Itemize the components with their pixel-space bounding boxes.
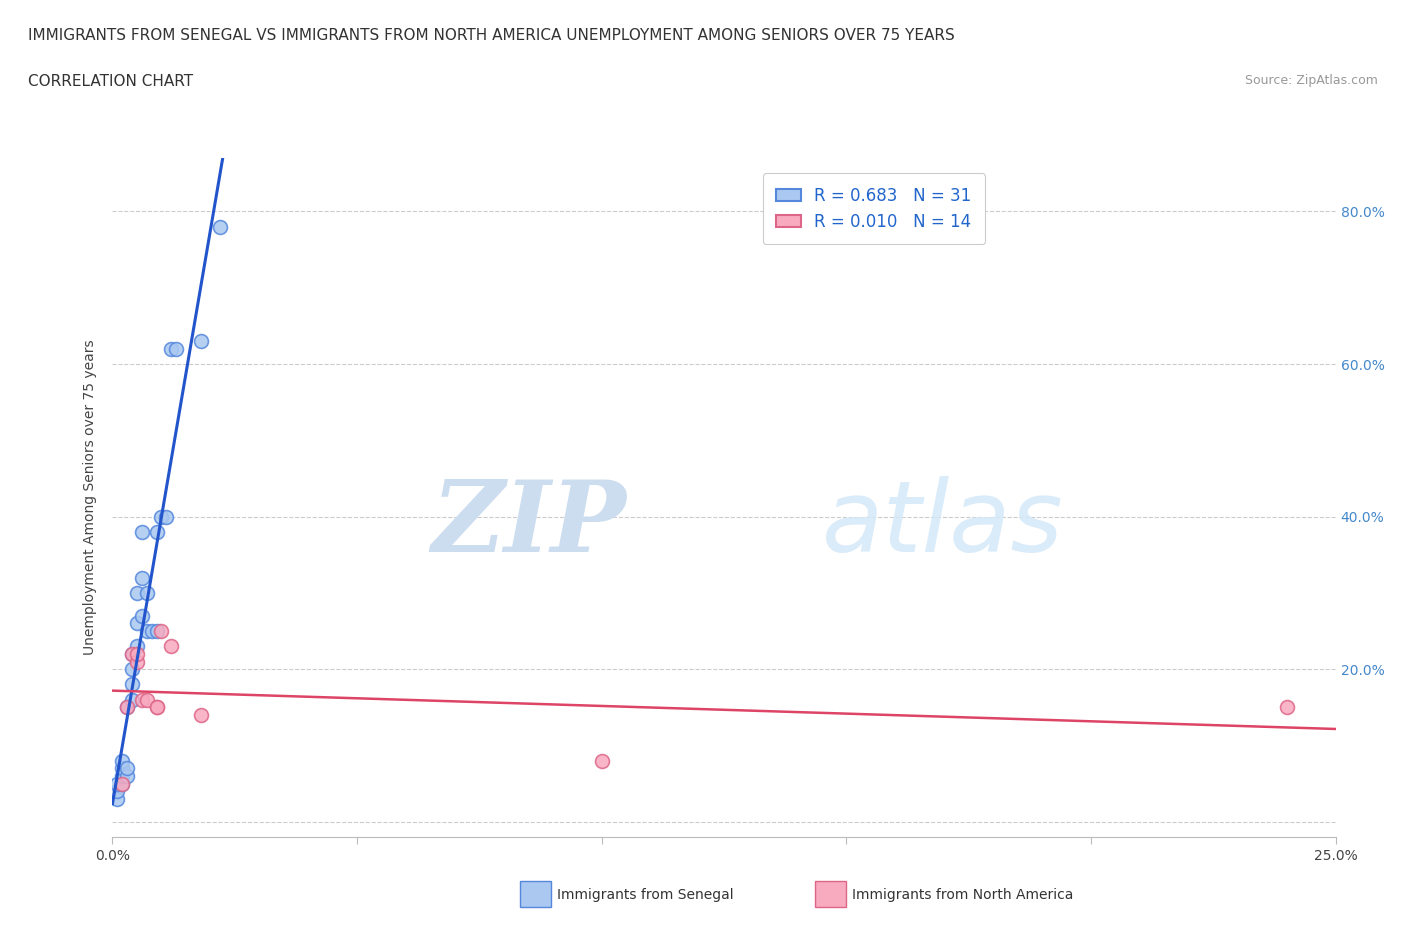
Text: IMMIGRANTS FROM SENEGAL VS IMMIGRANTS FROM NORTH AMERICA UNEMPLOYMENT AMONG SENI: IMMIGRANTS FROM SENEGAL VS IMMIGRANTS FR… — [28, 28, 955, 43]
Point — [125, 639, 148, 654]
Text: CORRELATION CHART: CORRELATION CHART — [28, 74, 193, 89]
Point — [135, 586, 157, 601]
Point — [145, 624, 167, 639]
Point — [121, 646, 143, 661]
Point — [105, 784, 128, 799]
Point — [145, 525, 167, 539]
Point — [131, 608, 153, 623]
Point — [131, 570, 153, 585]
Point — [190, 334, 212, 349]
Point — [125, 616, 148, 631]
Point — [111, 777, 134, 791]
Point — [135, 692, 157, 707]
Point — [131, 692, 153, 707]
Point — [135, 624, 157, 639]
Point — [145, 700, 167, 715]
Point — [105, 791, 128, 806]
Point — [121, 646, 143, 661]
Point — [141, 624, 163, 639]
Point — [160, 639, 183, 654]
Point — [105, 777, 128, 791]
Point — [111, 753, 134, 768]
Point — [145, 700, 167, 715]
Point — [115, 700, 138, 715]
Point — [160, 341, 183, 356]
Point — [131, 525, 153, 539]
Point — [125, 654, 148, 669]
Point — [121, 662, 143, 677]
Point — [591, 753, 613, 768]
Point — [121, 677, 143, 692]
Point — [115, 761, 138, 776]
Point — [115, 768, 138, 783]
Text: Source: ZipAtlas.com: Source: ZipAtlas.com — [1244, 74, 1378, 87]
Point — [111, 768, 134, 783]
Point — [165, 341, 187, 356]
Point — [111, 761, 134, 776]
Text: Immigrants from Senegal: Immigrants from Senegal — [557, 887, 734, 902]
Point — [150, 510, 173, 525]
Point — [115, 700, 138, 715]
Text: atlas: atlas — [823, 476, 1063, 573]
Point — [125, 646, 148, 661]
Point — [1275, 700, 1298, 715]
Point — [155, 510, 177, 525]
Y-axis label: Unemployment Among Seniors over 75 years: Unemployment Among Seniors over 75 years — [83, 339, 97, 656]
Text: ZIP: ZIP — [432, 476, 626, 573]
Point — [111, 777, 134, 791]
Legend: R = 0.683   N = 31, R = 0.010   N = 14: R = 0.683 N = 31, R = 0.010 N = 14 — [762, 173, 984, 245]
Point — [125, 586, 148, 601]
Point — [209, 219, 232, 234]
Point — [150, 624, 173, 639]
Point — [190, 708, 212, 723]
Text: Immigrants from North America: Immigrants from North America — [852, 887, 1073, 902]
Point — [121, 692, 143, 707]
